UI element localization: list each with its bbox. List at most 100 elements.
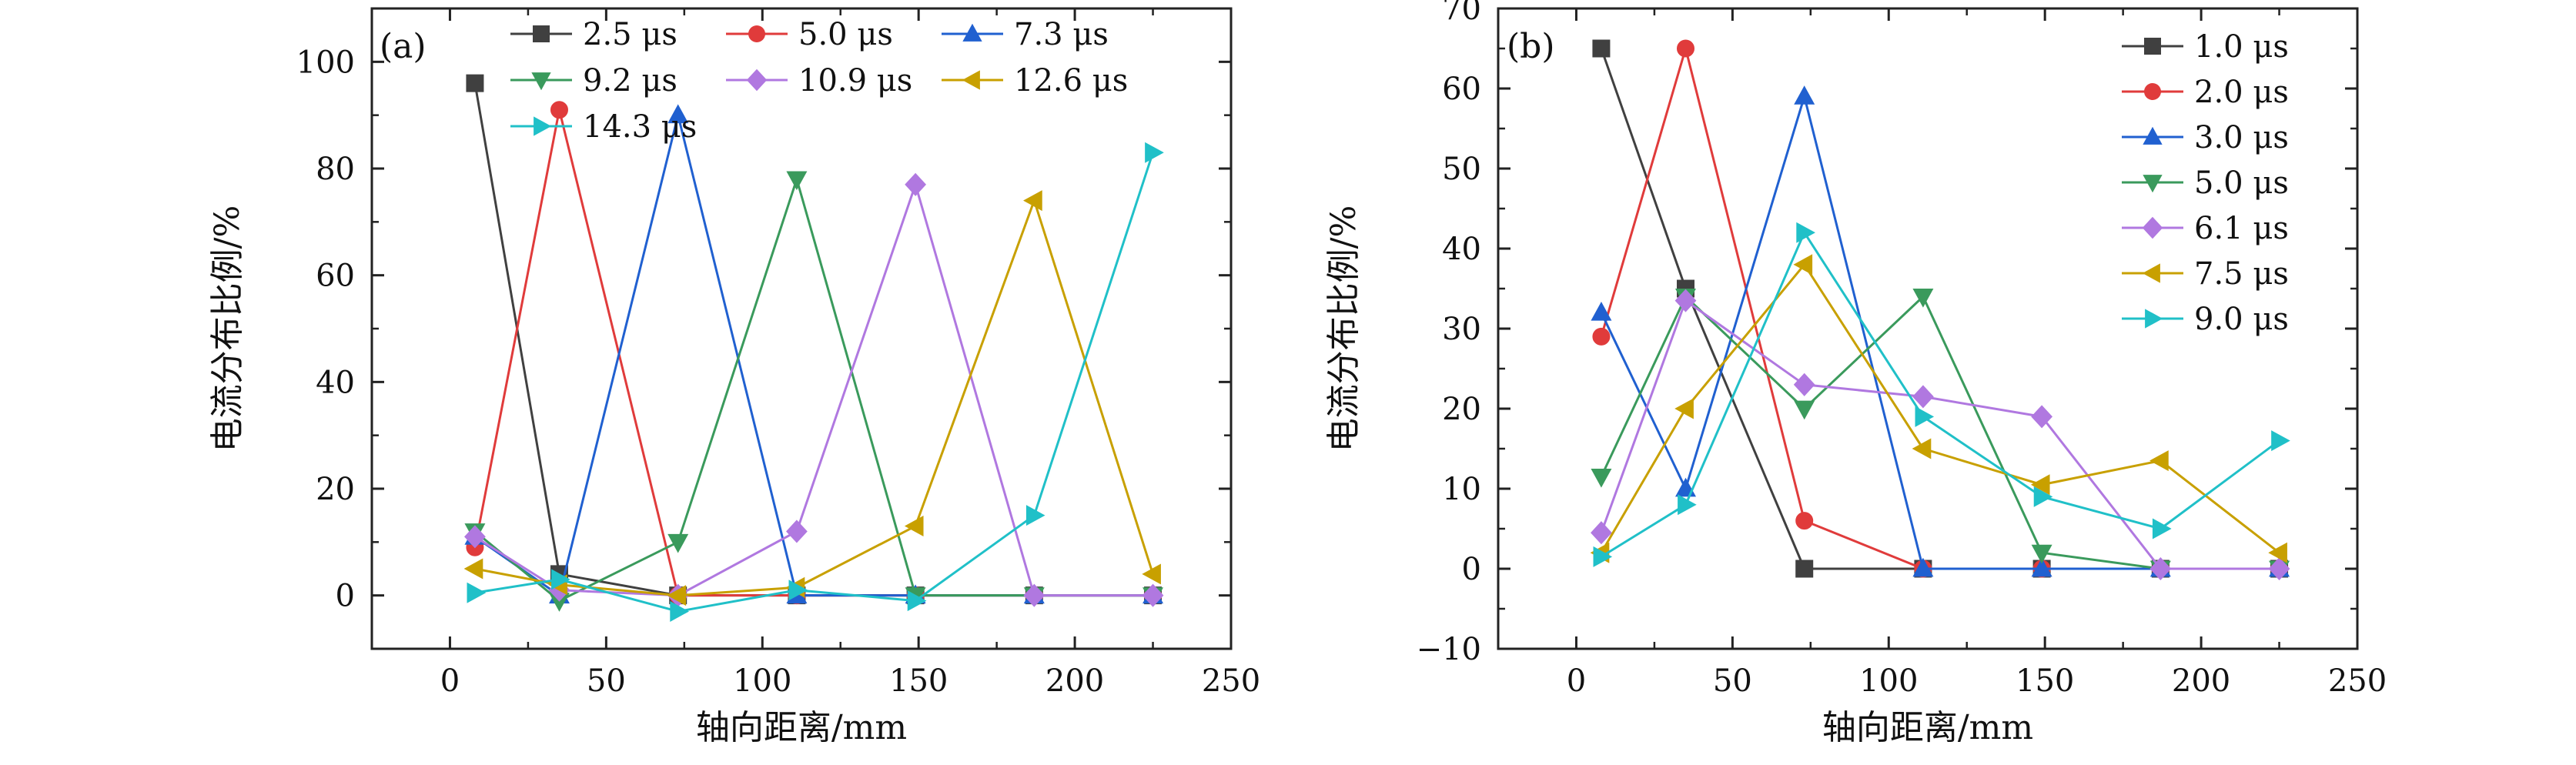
legend-label: 5.0 μs [798, 17, 893, 52]
y-tick-label: 40 [316, 365, 355, 400]
data-point [1145, 142, 1164, 163]
y-tick-label: 100 [296, 45, 355, 80]
data-point [550, 101, 568, 119]
legend-label: 14.3 μs [583, 109, 697, 145]
data-point [1678, 494, 1697, 516]
x-tick-label: 0 [440, 663, 460, 699]
legend-label: 9.0 μs [2194, 302, 2289, 337]
panel-label: (b) [1507, 27, 1555, 66]
data-point [1142, 583, 1164, 607]
x-tick-label: 50 [587, 663, 626, 699]
x-axis-title: 轴向距离/mm [696, 708, 907, 747]
data-point [1912, 557, 1934, 577]
chart-panel-b: 0 50 100 150 200 250 −10 0 10 20 30 40 50 60 70 轴向距离/mm… [1324, 0, 2387, 747]
legend: 2.5 μs 5.0 μs 7.3 μs 9.2 μs 10.9 μs 12.6 μs 14… [510, 17, 1128, 145]
legend-label: 2.5 μs [583, 17, 677, 52]
series-6 [467, 142, 1164, 622]
legend-marker [2145, 309, 2163, 329]
series-line [1600, 47, 2280, 570]
legend: 1.0 μs 2.0 μs 3.0 μs 5.0 μs 6.1 μs 7.5 μs 9.0 … [2122, 29, 2289, 337]
data-point [551, 569, 570, 590]
series-5 [463, 190, 1161, 606]
series-line [474, 183, 1153, 597]
data-point [1591, 469, 1612, 488]
y-tick-label: 40 [1442, 232, 1481, 267]
data-point [1912, 289, 1934, 308]
data-point [1591, 521, 1612, 545]
data-point [1912, 438, 1932, 459]
data-point [1142, 563, 1161, 585]
x-tick-label: 0 [1567, 663, 1586, 699]
data-point [1915, 406, 1935, 427]
legend-marker [2143, 126, 2163, 145]
legend-marker [962, 23, 982, 42]
y-tick-label: 60 [1442, 72, 1481, 107]
series-2 [464, 104, 1164, 604]
data-point [907, 590, 927, 612]
data-point [464, 525, 486, 549]
x-tick-label: 250 [1202, 663, 1260, 699]
series-3 [1591, 289, 2290, 580]
data-point [2149, 450, 2169, 472]
series-3 [464, 171, 1164, 612]
legend-label: 6.1 μs [2194, 211, 2289, 246]
data-point [2152, 518, 2172, 540]
legend-label: 9.2 μs [583, 63, 677, 99]
data-point [2030, 474, 2050, 496]
x-tick-label: 250 [2328, 663, 2387, 699]
legend-label: 3.0 μs [2194, 120, 2289, 155]
y-tick-label: 0 [336, 579, 355, 614]
series-line [473, 82, 1153, 597]
data-point [467, 582, 487, 603]
x-tick-label: 150 [2016, 663, 2074, 699]
x-tick-label: 50 [1713, 663, 1752, 699]
data-point [1795, 560, 1814, 578]
data-point [1592, 39, 1611, 58]
x-tick-label: 200 [1045, 663, 1104, 699]
series-4 [1591, 289, 2290, 581]
series-line [1600, 48, 2280, 570]
data-point [786, 519, 808, 543]
data-point [1676, 39, 1694, 58]
legend-label: 5.0 μs [2194, 165, 2289, 201]
data-point [466, 74, 484, 92]
legend-label: 2.0 μs [2194, 75, 2289, 110]
data-point [1794, 400, 1815, 420]
legend-label: 10.9 μs [798, 63, 912, 99]
data-point [667, 533, 689, 553]
series-line [474, 114, 1153, 597]
legend-marker [534, 116, 552, 136]
x-tick-label: 200 [2172, 663, 2230, 699]
data-point [1674, 398, 1694, 419]
x-tick-label: 150 [889, 663, 948, 699]
data-point [788, 580, 808, 601]
data-point [1796, 222, 1815, 243]
series-6 [1593, 222, 2290, 567]
y-tick-label: 0 [1462, 552, 1481, 587]
legend-label: 7.3 μs [1014, 17, 1109, 52]
chart-panel-a: 0 50 100 150 200 250 0 20 40 60 80 100 轴向距离/mm 电流分布比例… [208, 7, 1260, 747]
data-point [1674, 289, 1697, 312]
legend-marker [2142, 263, 2160, 283]
legend-marker [533, 25, 550, 42]
data-point [2031, 557, 2052, 577]
data-point [1023, 190, 1042, 212]
data-point [1023, 583, 1045, 607]
y-tick-label: 20 [316, 472, 355, 507]
data-point [670, 600, 689, 622]
legend-marker [748, 25, 765, 42]
y-axis-title: 电流分布比例/% [1324, 205, 1363, 453]
x-tick-label: 100 [733, 663, 791, 699]
legend-marker [2142, 216, 2163, 239]
y-tick-label: 30 [1442, 312, 1481, 347]
series-line [474, 199, 1154, 597]
data-point [2268, 556, 2290, 581]
data-point [2271, 430, 2290, 452]
y-tick-label: 50 [1442, 152, 1481, 187]
data-point [2031, 405, 2053, 429]
data-point [667, 585, 687, 606]
data-point [1793, 372, 1815, 396]
data-point [1592, 327, 1611, 346]
data-point [1912, 385, 1934, 409]
